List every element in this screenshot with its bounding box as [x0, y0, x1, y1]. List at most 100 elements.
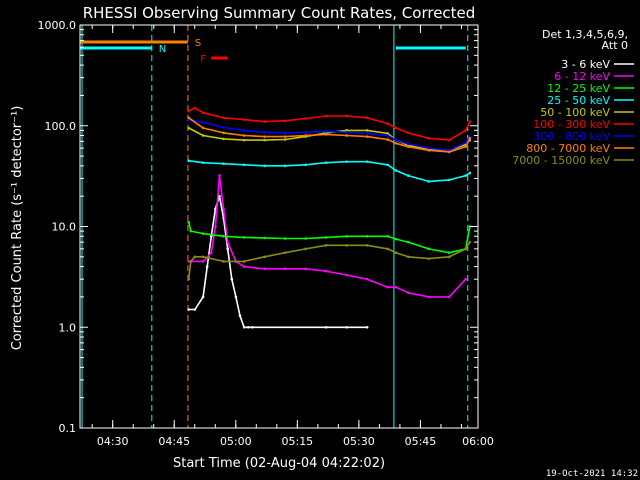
series-1-point-12: [324, 269, 328, 273]
series-7-point-0: [187, 116, 191, 120]
series-0-point-12: [242, 325, 246, 329]
series-2-point-11: [386, 234, 390, 238]
x-axis-label: Start Time (02-Aug-04 04:22:02): [173, 456, 385, 471]
series-1-point-13: [345, 273, 349, 277]
series-5-point-13: [406, 131, 410, 135]
series-1-point-18: [427, 295, 431, 299]
series-7-point-9: [365, 135, 369, 138]
series-1-point-15: [386, 285, 390, 289]
legend-label: 100 - 300 keV: [533, 118, 610, 131]
series-8-point-0: [187, 277, 191, 281]
series-8-point-11: [365, 244, 369, 247]
series-3-point-3: [242, 163, 246, 167]
legend-label: 300 - 800 keV: [533, 130, 610, 143]
series-line-2: [187, 222, 471, 254]
series-1-point-0: [187, 260, 191, 263]
series-4-point-5: [283, 138, 287, 141]
chart-title: RHESSI Observing Summary Count Rates, Co…: [83, 4, 476, 22]
series-7-point-10: [386, 138, 390, 141]
series-2-point-13: [406, 240, 410, 244]
series-3-point-13: [427, 180, 431, 183]
plot-area: N SF: [80, 25, 472, 428]
series-0-point-10: [234, 295, 238, 299]
legend-label: 3 - 6 keV: [561, 58, 610, 71]
x-tick-label: 04:30: [97, 435, 129, 448]
series-2-point-15: [447, 251, 451, 254]
series-6-point-12: [406, 142, 410, 146]
series-2-point-5: [263, 236, 266, 240]
series-7-point-3: [242, 134, 246, 137]
series-8-point-18: [468, 240, 472, 244]
series-5-point-8: [324, 114, 328, 118]
series-2-point-14: [427, 247, 431, 251]
series-1-point-6: [226, 240, 230, 244]
series-8-point-4: [222, 260, 225, 263]
series-4-point-3: [242, 138, 246, 142]
series-5-point-7: [304, 117, 307, 120]
series-5-point-14: [427, 137, 431, 140]
series-0-point-3: [205, 265, 209, 268]
x-tick-label: 05:00: [220, 435, 252, 448]
series-0-point-4: [209, 234, 213, 238]
series-5-point-4: [242, 118, 246, 121]
series-8-point-1: [189, 260, 193, 263]
series-1-point-3: [214, 225, 217, 228]
series-3-point-2: [222, 162, 225, 166]
y-tick-label: 0.1: [59, 422, 77, 435]
legend-label: 12 - 25 keV: [547, 82, 610, 95]
series-7-point-6: [304, 134, 307, 137]
series-3-point-7: [324, 161, 328, 164]
series-1-point-16: [394, 285, 398, 289]
series-5-point-0: [187, 109, 191, 113]
flag-s-label: S: [195, 38, 201, 49]
series-8-point-3: [201, 255, 205, 259]
series-5-point-16: [464, 129, 467, 132]
series-7-point-12: [406, 145, 410, 148]
series-0-point-9: [230, 277, 234, 281]
series-8-point-8: [304, 247, 307, 251]
series-3-point-15: [464, 174, 467, 177]
series-3-point-4: [263, 164, 266, 168]
y-tick-label: 100.0: [45, 120, 77, 133]
x-tick-label: 05:30: [343, 435, 375, 448]
y-tick-label: 1.0: [59, 321, 77, 334]
series-7-point-14: [447, 150, 451, 154]
series-7-point-16: [468, 137, 472, 140]
series-8-point-5: [242, 260, 246, 263]
series-1-point-4: [218, 174, 221, 177]
series-2-point-2: [201, 232, 205, 235]
series-5-point-2: [201, 111, 205, 114]
series-0-point-8: [226, 247, 230, 251]
series-1-point-8: [242, 265, 246, 268]
series-2-point-4: [242, 236, 246, 239]
series-6-point-4: [263, 131, 266, 134]
legend-label: 800 - 7000 keV: [526, 142, 610, 155]
flag-n-label: N: [159, 44, 166, 55]
series-0-point-16: [345, 325, 349, 329]
series-1-point-14: [365, 277, 369, 281]
series-1-point-9: [263, 267, 266, 271]
series-6-point-2: [222, 126, 225, 129]
series-2-point-17: [468, 225, 472, 228]
series-8-point-17: [464, 247, 467, 251]
y-tick-label: 10.0: [52, 221, 77, 234]
series-1-point-10: [283, 267, 287, 271]
series-0-point-6: [218, 194, 221, 198]
series-4-point-10: [386, 132, 390, 135]
series-line-5: [188, 107, 471, 141]
series-4-point-4: [263, 138, 266, 142]
series-1-point-20: [464, 277, 467, 281]
series-6-point-15: [464, 141, 467, 144]
series-8-point-7: [283, 251, 287, 254]
series-3-point-6: [304, 163, 307, 167]
x-tick-label: 05:15: [281, 435, 313, 448]
series-6-point-11: [394, 138, 398, 142]
series-4-point-9: [365, 129, 369, 132]
flag-f-label: F: [200, 54, 206, 65]
series-5-point-10: [365, 116, 369, 120]
series-1-point-2: [209, 251, 213, 254]
series-5-point-3: [222, 116, 225, 120]
